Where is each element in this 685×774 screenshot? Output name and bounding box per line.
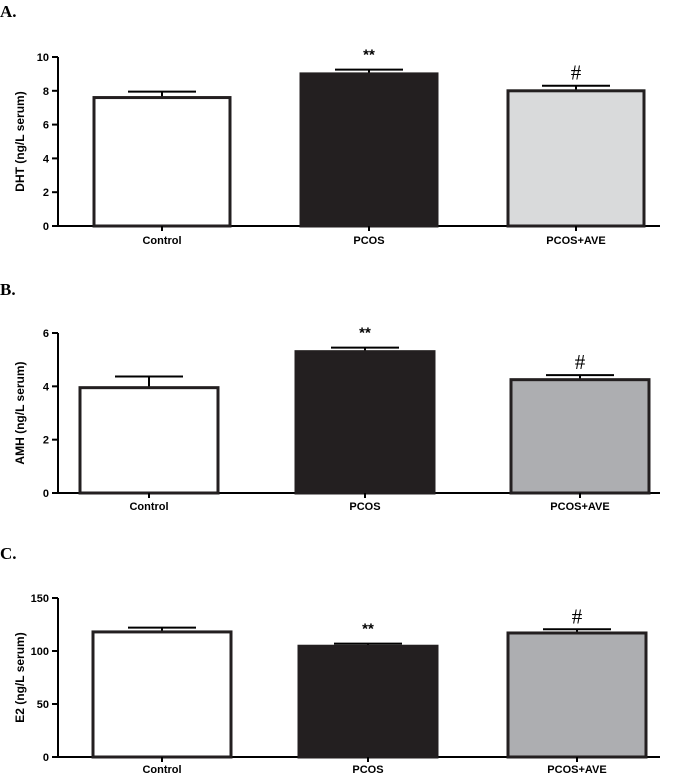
bar-control [92,96,232,228]
y-tick-label: 6 [43,328,49,340]
y-tick-label: 0 [43,488,49,500]
y-tick-label: 4 [43,153,50,165]
y-axis-title: AMH (ng/L serum) [13,361,27,464]
significance-annotation: # [572,604,583,628]
category-label: Control [142,764,181,774]
y-tick-label: 8 [43,86,49,98]
y-tick-label: 6 [43,120,49,132]
panel-label: C. [0,544,17,563]
category-label: PCOS+AVE [547,764,606,774]
bar-control [78,386,220,495]
bar-pcos [297,644,439,759]
category-label: PCOS [349,501,380,513]
bar-pcos-ave [509,378,651,495]
y-tick-label: 2 [43,435,49,447]
y-tick-label: 0 [43,221,49,233]
bar-pcos [294,350,436,495]
y-tick-label: 50 [37,699,49,711]
significance-annotation: ** [359,325,371,342]
y-axis-title: DHT (ng/L serum) [13,91,27,191]
y-tick-label: 10 [37,52,49,64]
category-label: PCOS+AVE [550,501,609,513]
category-label: PCOS [352,764,383,774]
significance-annotation: # [571,61,582,85]
significance-annotation: ** [363,47,375,64]
y-tick-label: 4 [43,381,50,393]
category-label: PCOS [353,235,384,247]
panel-label: B. [0,280,16,299]
category-label: PCOS+AVE [546,235,605,247]
y-tick-label: 0 [43,752,49,764]
significance-annotation: ** [362,621,374,638]
y-tick-label: 2 [43,187,49,199]
bar-pcos-ave [506,631,648,759]
y-tick-label: 100 [31,646,49,658]
category-label: Control [129,501,168,513]
bar-control [91,630,233,759]
category-label: Control [142,235,181,247]
panel-label: A. [0,2,17,21]
bar-pcos-ave [506,89,646,228]
y-axis-title: E2 (ng/L serum) [13,632,27,722]
significance-annotation: # [575,350,586,374]
y-tick-label: 150 [31,593,49,605]
bar-pcos [299,72,439,228]
